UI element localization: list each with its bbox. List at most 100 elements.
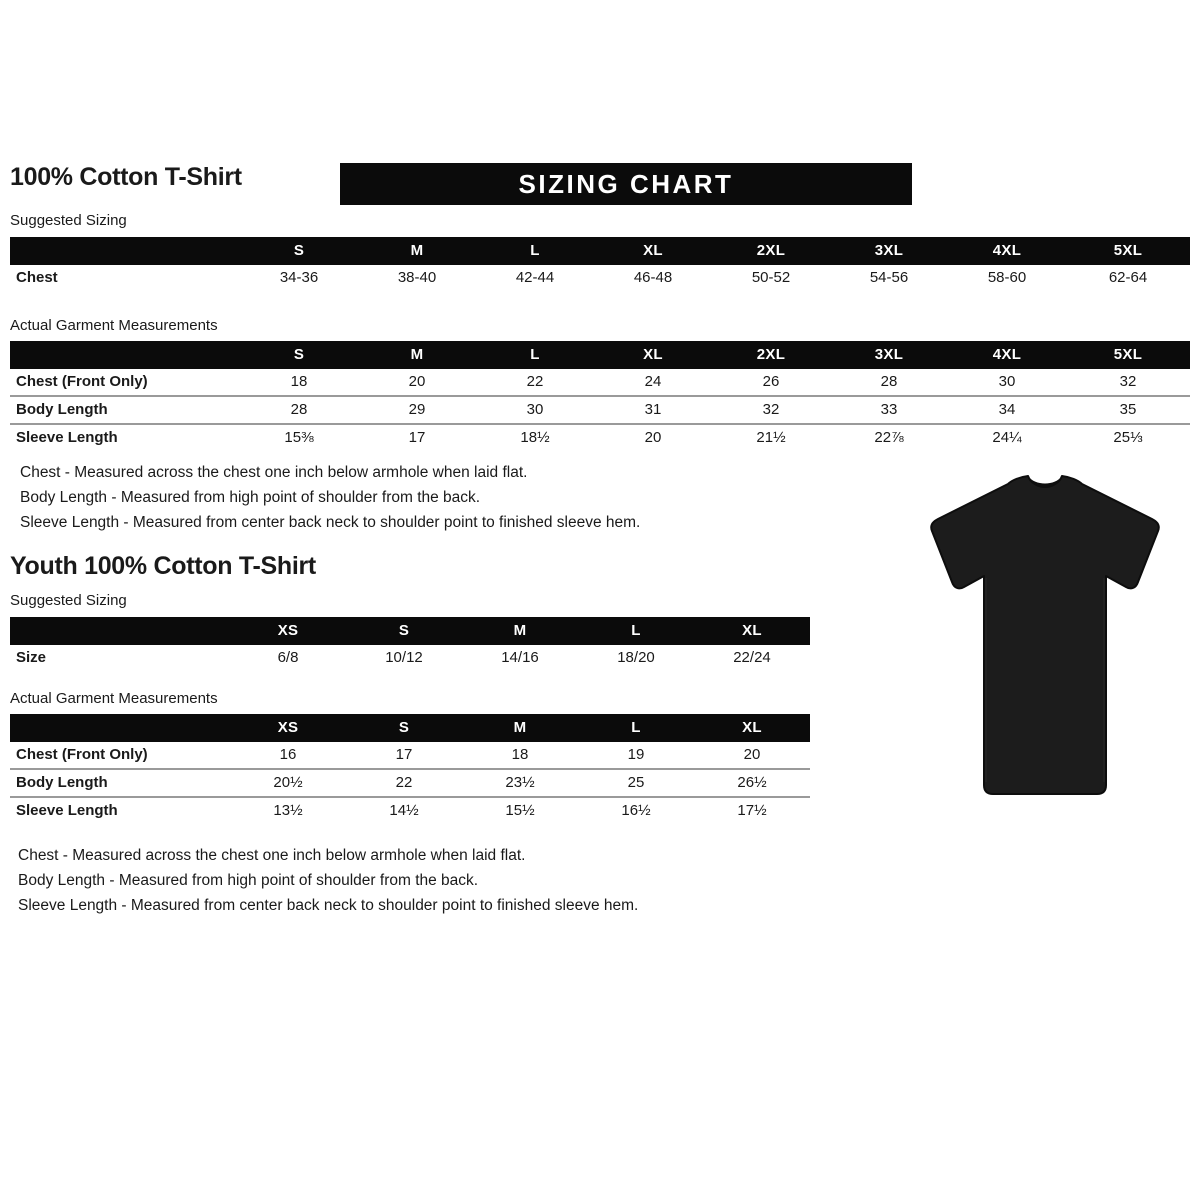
col-header-5xl: 5XL [1113, 346, 1143, 363]
col-header-s: S [293, 242, 305, 259]
cell-chestfront-3xl: 28 [880, 373, 898, 390]
note-sleeve-length: Sleeve Length - Measured from center bac… [18, 897, 639, 914]
cell-sleevelength-l: 16½ [578, 796, 694, 824]
table-row: Body Length 28 29 30 31 32 33 34 35 [10, 395, 1190, 424]
cell-sleevelength-3xl: 22⅞ [830, 423, 948, 451]
youth-actual-measurements-table: XS S M L XL Chest (Front Only) 16 17 18 … [10, 714, 810, 824]
table-header-row: XS S M L XL [10, 714, 810, 742]
cell-sleevelength-5xl: 25⅓ [1066, 423, 1190, 451]
row-label-sleeve-length: Sleeve Length [10, 796, 230, 824]
col-header-l: L [631, 719, 641, 736]
col-header-5xl: 5XL [1113, 242, 1143, 259]
note-chest: Chest - Measured across the chest one in… [18, 847, 526, 864]
col-header-label [10, 237, 240, 265]
table-row: Chest (Front Only) 18 20 22 24 26 28 30 … [10, 369, 1190, 396]
col-header-m: M [410, 346, 424, 363]
col-header-s: S [398, 719, 410, 736]
col-header-xl: XL [643, 242, 663, 259]
cell-size-xs: 6/8 [277, 649, 299, 666]
cell-sleevelength-xs: 13½ [230, 796, 346, 824]
col-header-l: L [631, 622, 641, 639]
col-header-m: M [513, 622, 527, 639]
cell-sleevelength-l: 18½ [476, 423, 594, 451]
col-header-label [10, 617, 230, 645]
youth-section-title: Youth 100% Cotton T-Shirt [10, 552, 316, 580]
cell-chest-xl: 46-48 [633, 269, 673, 286]
cell-sleevelength-m: 17 [358, 423, 476, 451]
col-header-s: S [293, 346, 305, 363]
adult-suggested-sizing-table: S M L XL 2XL 3XL 4XL 5XL Chest 34-36 38-… [10, 237, 1190, 291]
cell-chestfront-2xl: 26 [762, 373, 780, 390]
table-row: Chest 34-36 38-40 42-44 46-48 50-52 54-5… [10, 265, 1190, 291]
col-header-xs: XS [277, 719, 299, 736]
cell-chestfront-m: 20 [408, 373, 426, 390]
adult-actual-measurements-table: S M L XL 2XL 3XL 4XL 5XL Chest (Front On… [10, 341, 1190, 451]
cell-size-l: 18/20 [617, 649, 655, 666]
cell-bodylength-s: 22 [346, 768, 462, 797]
col-header-label [10, 341, 240, 369]
tshirt-icon [930, 475, 1160, 795]
table-row: Sleeve Length 15⅜ 17 18½ 20 21½ 22⅞ 24¼ … [10, 423, 1190, 451]
cell-chest-3xl: 54-56 [869, 269, 909, 286]
cell-sleevelength-2xl: 21½ [712, 423, 830, 451]
note-body-length: Body Length - Measured from high point o… [20, 489, 481, 506]
note-chest: Chest - Measured across the chest one in… [20, 464, 528, 481]
table-row: Body Length 20½ 22 23½ 25 26½ [10, 768, 810, 797]
cell-bodylength-xs: 20½ [230, 768, 346, 797]
row-label-size: Size [16, 649, 47, 666]
cell-chest-s: 34-36 [279, 269, 319, 286]
cell-chest-2xl: 50-52 [751, 269, 791, 286]
cell-chest-l: 42-44 [515, 269, 555, 286]
note-body-length: Body Length - Measured from high point o… [18, 872, 479, 889]
youth-actual-caption: Actual Garment Measurements [10, 690, 218, 707]
table-header-row: S M L XL 2XL 3XL 4XL 5XL [10, 341, 1190, 369]
cell-bodylength-5xl: 35 [1066, 395, 1190, 424]
row-label-chest-front-only: Chest (Front Only) [16, 373, 148, 390]
cell-chestfront-xl: 24 [644, 373, 662, 390]
table-header-row: XS S M L XL [10, 617, 810, 645]
table-row: Size 6/8 10/12 14/16 18/20 22/24 [10, 645, 810, 671]
adult-section-title: 100% Cotton T-Shirt [10, 163, 242, 191]
youth-measurement-notes: Chest - Measured across the chest one in… [18, 843, 638, 918]
cell-sleevelength-m: 15½ [462, 796, 578, 824]
cell-chestfront-l: 19 [627, 746, 645, 763]
col-header-2xl: 2XL [756, 346, 786, 363]
col-header-3xl: 3XL [874, 242, 904, 259]
cell-sleevelength-xl: 20 [594, 423, 712, 451]
col-header-4xl: 4XL [992, 242, 1022, 259]
cell-sleevelength-s: 15⅜ [240, 423, 358, 451]
sizing-chart-banner-label: SIZING CHART [518, 168, 734, 199]
cell-chestfront-xs: 16 [279, 746, 297, 763]
cell-size-xl: 22/24 [733, 649, 771, 666]
cell-bodylength-4xl: 34 [948, 395, 1066, 424]
adult-header-row: 100% Cotton T-Shirt SIZING CHART [10, 163, 1190, 211]
col-header-l: L [530, 242, 540, 259]
note-sleeve-length: Sleeve Length - Measured from center bac… [20, 514, 641, 531]
cell-chestfront-m: 18 [511, 746, 529, 763]
row-label-chest: Chest [16, 269, 58, 286]
cell-bodylength-3xl: 33 [830, 395, 948, 424]
adult-actual-caption: Actual Garment Measurements [10, 317, 218, 334]
cell-chest-m: 38-40 [397, 269, 437, 286]
row-label-body-length: Body Length [10, 768, 230, 797]
cell-sleevelength-xl: 17½ [694, 796, 810, 824]
cell-chest-4xl: 58-60 [987, 269, 1027, 286]
cell-chest-5xl: 62-64 [1108, 269, 1148, 286]
col-header-label [10, 714, 230, 742]
col-header-l: L [530, 346, 540, 363]
youth-suggested-caption: Suggested Sizing [10, 592, 127, 609]
row-label-sleeve-length: Sleeve Length [10, 423, 240, 451]
sizing-chart-banner: SIZING CHART [340, 163, 912, 205]
col-header-xl: XL [742, 622, 762, 639]
table-header-row: S M L XL 2XL 3XL 4XL 5XL [10, 237, 1190, 265]
cell-size-m: 14/16 [501, 649, 539, 666]
col-header-3xl: 3XL [874, 346, 904, 363]
col-header-4xl: 4XL [992, 346, 1022, 363]
adult-suggested-caption: Suggested Sizing [10, 212, 127, 229]
row-label-body-length: Body Length [10, 395, 240, 424]
cell-size-s: 10/12 [385, 649, 423, 666]
tshirt-image [900, 470, 1190, 810]
col-header-s: S [398, 622, 410, 639]
cell-bodylength-xl: 26½ [694, 768, 810, 797]
